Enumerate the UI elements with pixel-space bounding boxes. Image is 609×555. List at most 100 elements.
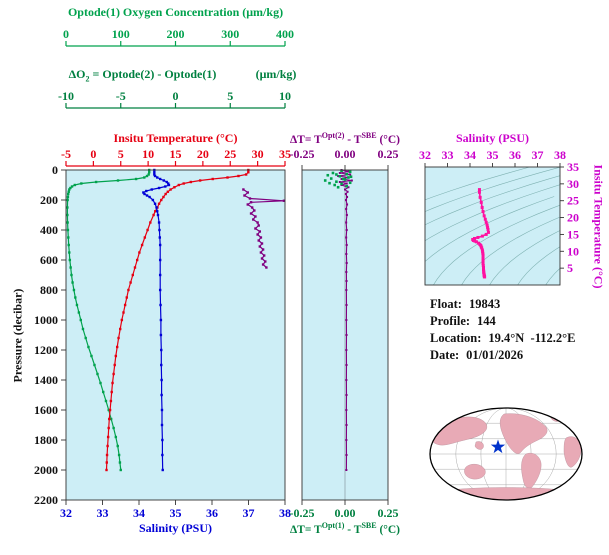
- location-value: 19.4°N -112.2°E: [488, 331, 576, 345]
- svg-text:32: 32: [60, 506, 72, 520]
- date-label: Date:: [430, 348, 460, 362]
- svg-text:20: 20: [197, 147, 209, 161]
- svg-text:35: 35: [487, 148, 499, 162]
- svg-text:0: 0: [63, 27, 69, 41]
- svg-text:0.25: 0.25: [378, 506, 399, 520]
- svg-text:0.25: 0.25: [378, 147, 399, 161]
- world-map: [429, 407, 583, 501]
- delta-o2-axis-units: (μm/kg): [255, 67, 297, 81]
- svg-text:33: 33: [97, 506, 109, 520]
- svg-text:1600: 1600: [34, 403, 58, 417]
- dt2-title-sup2: SBE: [361, 131, 377, 140]
- float-label: Float:: [430, 297, 462, 311]
- svg-text:15: 15: [170, 147, 182, 161]
- svg-text:300: 300: [221, 27, 239, 41]
- svg-text:38: 38: [279, 506, 291, 520]
- delta-t2-axis-title: ΔT= TOpt(2) - TSBE (°C): [287, 131, 403, 146]
- dt1-title-sup2: SBE: [361, 521, 377, 530]
- float-info-block: Float: 19843 Profile: 144 Location: 19.4°N …: [430, 296, 575, 364]
- location-row: Location: 19.4°N -112.2°E: [430, 330, 575, 347]
- svg-text:200: 200: [40, 193, 58, 207]
- svg-text:0: 0: [173, 89, 179, 103]
- oxygen-axis-title: Optode(1) Oxygen Concentration (μm/kg): [67, 5, 284, 19]
- delta-o2-axis-title: ΔO2 = Optode(2) - Optode(1): [40, 67, 245, 83]
- main-plot-area: [66, 170, 285, 500]
- date-value: 01/01/2026: [466, 348, 524, 362]
- dt2-title-sup1: Opt(2): [321, 131, 345, 140]
- svg-text:-10: -10: [58, 89, 74, 103]
- profile-value: 144: [477, 314, 496, 328]
- svg-text:0.00: 0.00: [335, 147, 356, 161]
- pressure-axis: 0 200 400 600 800 1000 1200 1400 1600 1800 2000 220…: [34, 163, 66, 507]
- svg-text:-5: -5: [116, 89, 126, 103]
- dt1-title-pre: ΔT= T: [289, 523, 322, 536]
- curve-oxygen: [66, 168, 151, 472]
- float-value: 19843: [468, 297, 501, 311]
- profile-row: Profile: 144: [430, 313, 575, 330]
- float-id-row: Float: 19843: [430, 296, 575, 313]
- svg-text:37: 37: [532, 148, 544, 162]
- delta-t-axis: -0.25 -0.25 0.00 0.00 0.25 0.25: [290, 147, 399, 520]
- profile-label: Profile:: [430, 314, 471, 328]
- svg-text:5: 5: [227, 89, 233, 103]
- svg-text:10: 10: [279, 89, 291, 103]
- svg-text:36: 36: [206, 506, 218, 520]
- svg-text:37: 37: [243, 506, 255, 520]
- svg-text:30: 30: [567, 177, 579, 191]
- temperature-axis-title: Insitu Temperature (°C): [113, 131, 238, 145]
- pressure-axis-title: Pressure (decibar): [10, 288, 25, 383]
- ts-axes: 32 33 34 35 36 37 38 5 10 15 20 25 30 35: [419, 148, 579, 275]
- svg-text:15: 15: [567, 227, 579, 241]
- svg-text:20: 20: [567, 211, 579, 225]
- svg-text:34: 34: [464, 148, 476, 162]
- oxygen-axis: 0 100 200 300 400: [63, 27, 294, 47]
- svg-text:35: 35: [279, 147, 291, 161]
- svg-text:36: 36: [509, 148, 521, 162]
- float-location-star: [490, 439, 506, 454]
- svg-text:25: 25: [224, 147, 236, 161]
- location-label: Location:: [430, 331, 482, 345]
- svg-text:200: 200: [167, 27, 185, 41]
- svg-text:400: 400: [40, 223, 58, 237]
- dt1-title-sup1: Opt(1): [321, 521, 345, 530]
- dt2-title-mid: - T: [344, 133, 362, 146]
- svg-text:33: 33: [442, 148, 454, 162]
- date-row: Date: 01/01/2026: [430, 347, 575, 364]
- temperature-axis: -5 0 5 10 15 20 25 30 35: [61, 147, 291, 167]
- svg-text:0: 0: [90, 147, 96, 161]
- salinity-axis-title: Salinity (PSU): [138, 521, 212, 535]
- svg-text:400: 400: [276, 27, 294, 41]
- dt1-title-post: (°C): [376, 523, 401, 536]
- isopycnal-contours: [425, 167, 560, 285]
- svg-text:800: 800: [40, 283, 58, 297]
- svg-text:38: 38: [554, 148, 566, 162]
- svg-text:34: 34: [133, 506, 145, 520]
- svg-text:5: 5: [567, 261, 573, 275]
- salinity-axis: 32 33 34 35 36 37 38: [60, 500, 291, 520]
- svg-text:32: 32: [419, 148, 431, 162]
- ts-salinity-axis-title: Salinity (PSU): [455, 131, 529, 145]
- svg-text:-0.25: -0.25: [290, 147, 315, 161]
- dt1-title-mid: - T: [344, 523, 362, 536]
- delta-o2-title-pre: ΔO: [68, 67, 86, 81]
- curve-temperature: [105, 168, 250, 472]
- curve-delta_o2: [242, 188, 286, 269]
- svg-text:-5: -5: [61, 147, 71, 161]
- svg-text:2200: 2200: [34, 493, 58, 507]
- svg-text:5: 5: [118, 147, 124, 161]
- svg-text:10: 10: [142, 147, 154, 161]
- svg-text:35: 35: [567, 160, 579, 174]
- svg-text:30: 30: [252, 147, 264, 161]
- svg-text:-0.25: -0.25: [290, 506, 315, 520]
- svg-text:100: 100: [112, 27, 130, 41]
- dt2-title-pre: ΔT= T: [289, 133, 322, 146]
- curve-dt-opt1-scatter: [323, 169, 353, 189]
- dt2-title-post: (°C): [376, 133, 401, 146]
- delta-t1-axis-title: ΔT= TOpt(1) - TSBE (°C): [287, 521, 403, 536]
- curve-salinity: [142, 168, 171, 472]
- delta-o2-axis: -10 -5 0 5 10: [58, 89, 291, 109]
- ts-temperature-axis-title: Insitu Temperature (°C): [591, 164, 606, 289]
- svg-text:0.00: 0.00: [335, 506, 356, 520]
